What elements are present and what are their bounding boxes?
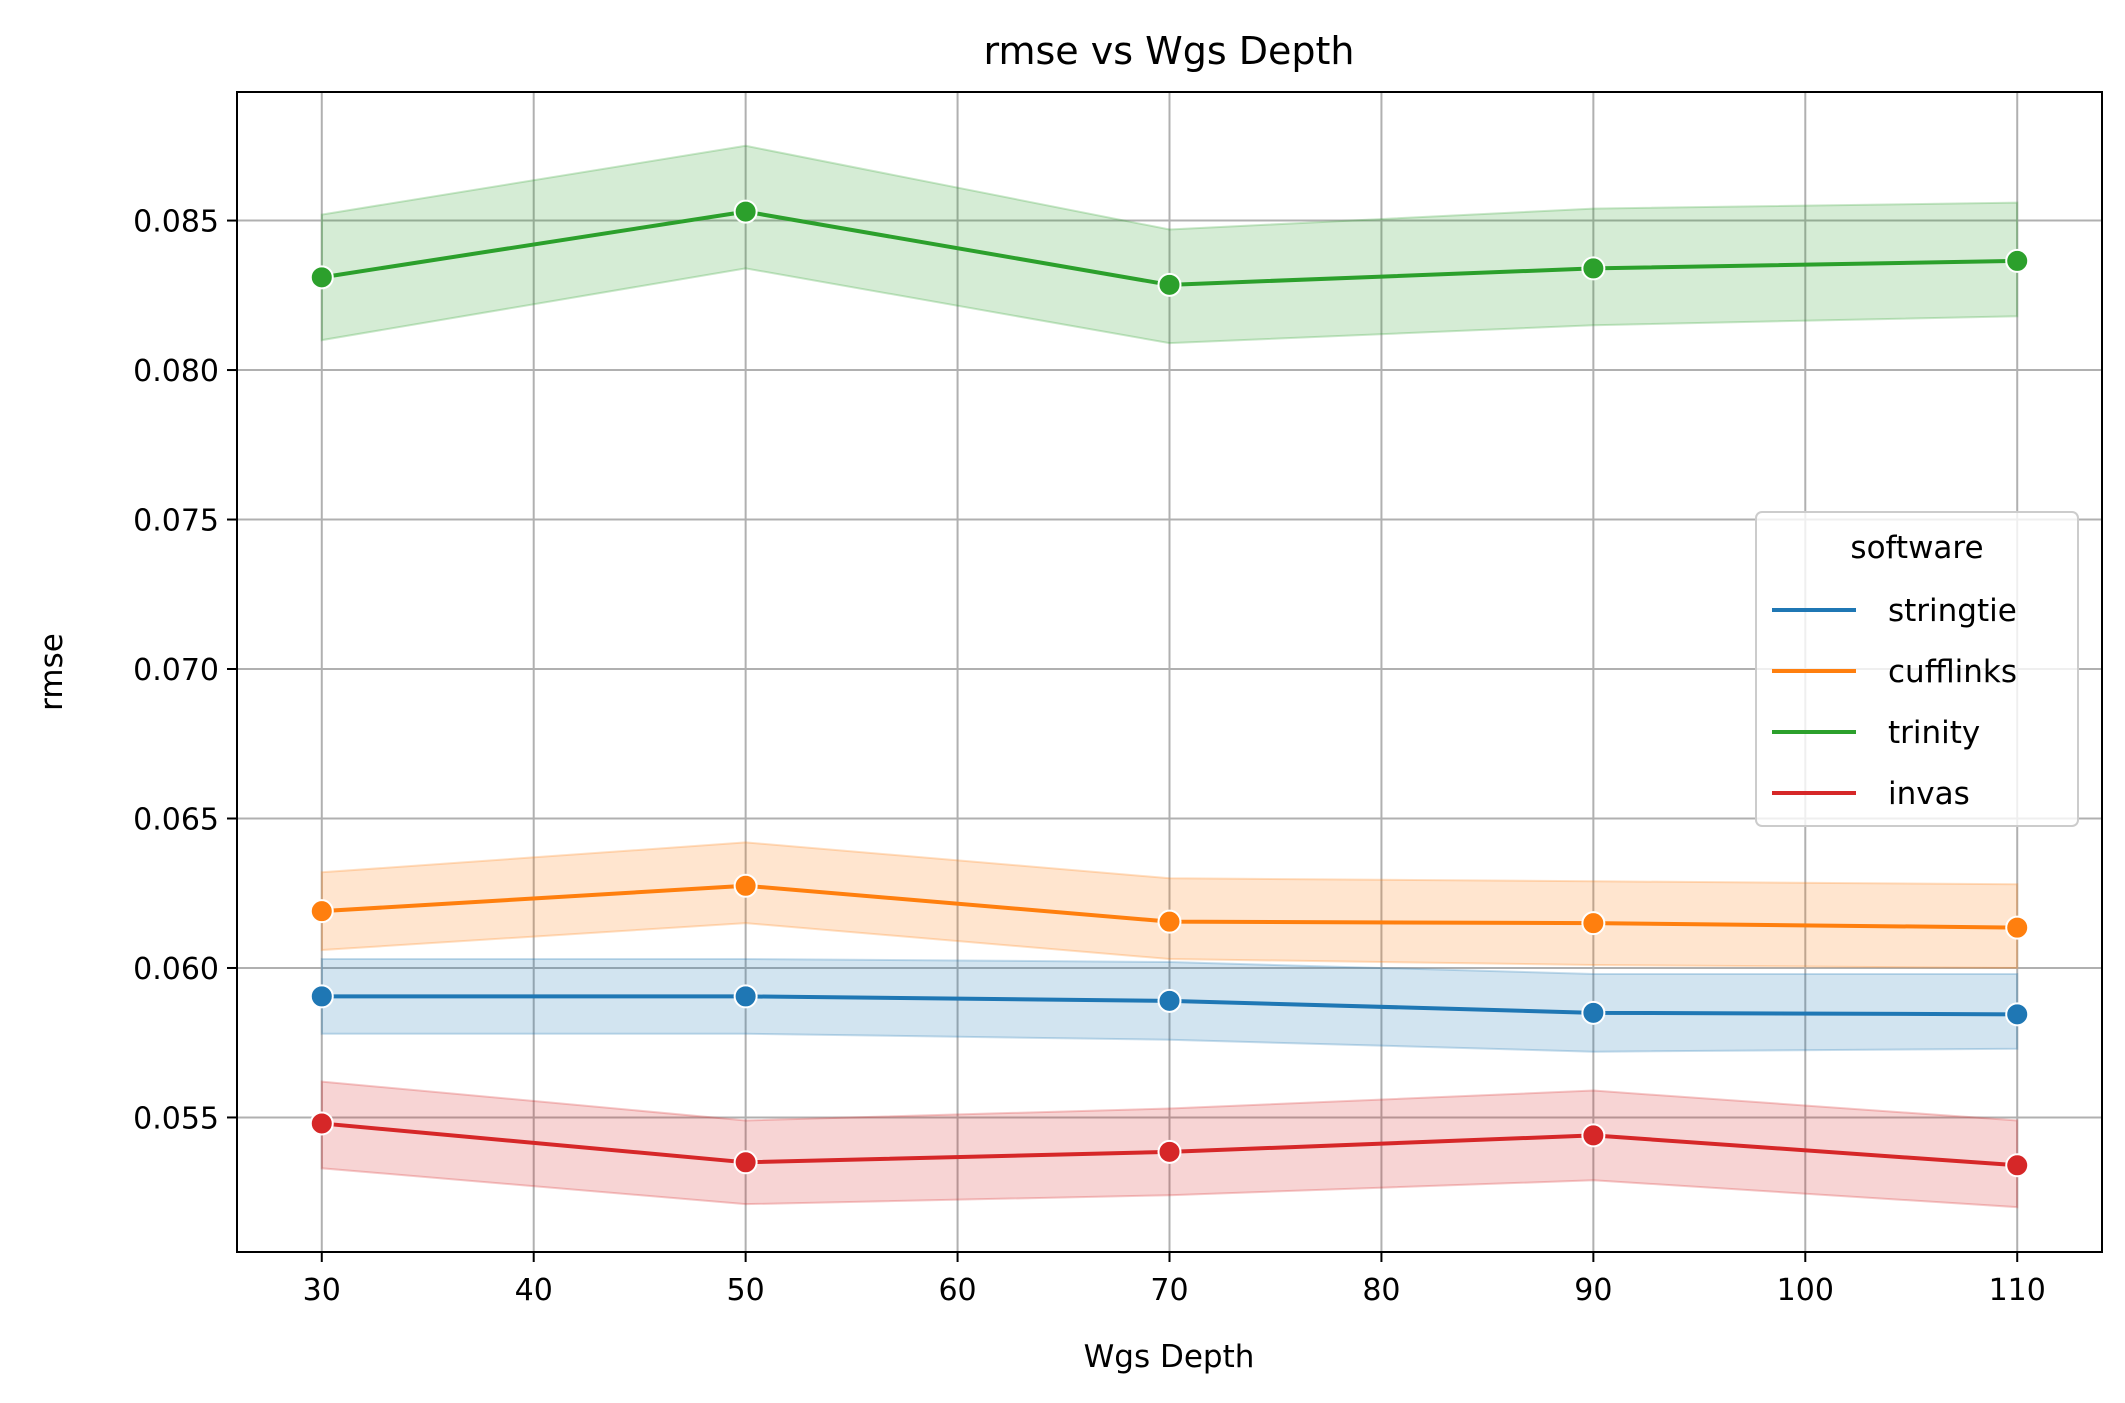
x-tick-label: 80 bbox=[1362, 1273, 1400, 1308]
chart-title: rmse vs Wgs Depth bbox=[984, 29, 1355, 73]
legend: software stringtie cufflinks trinity invas bbox=[1755, 511, 2079, 827]
y-tick-label: 0.085 bbox=[133, 205, 219, 240]
x-tick-label: 90 bbox=[1574, 1273, 1612, 1308]
y-tick-label: 0.080 bbox=[133, 354, 219, 389]
data-point-trinity bbox=[2005, 248, 2030, 273]
confidence-band-trinity bbox=[320, 144, 2019, 345]
legend-items: stringtie cufflinks trinity invas bbox=[1772, 593, 2017, 812]
x-axis-ticks: 30 40 50 60 70 80 90 100 110 bbox=[303, 1252, 2046, 1308]
y-tick-label: 0.070 bbox=[133, 653, 219, 688]
y-axis-label: rmse bbox=[34, 633, 70, 711]
data-point-stringtie bbox=[1581, 1000, 1606, 1025]
y-tick-label: 0.055 bbox=[133, 1101, 219, 1136]
legend-label-cufflinks: cufflinks bbox=[1888, 654, 2017, 690]
series-markers bbox=[309, 199, 2030, 1178]
data-point-cufflinks bbox=[309, 899, 334, 924]
data-point-invas bbox=[733, 1150, 758, 1175]
data-point-cufflinks bbox=[2005, 915, 2030, 940]
data-point-cufflinks bbox=[1581, 911, 1606, 936]
legend-label-stringtie: stringtie bbox=[1888, 593, 2017, 629]
x-axis-label: Wgs Depth bbox=[1084, 1339, 1255, 1375]
data-point-invas bbox=[1581, 1123, 1606, 1148]
data-point-cufflinks bbox=[1157, 909, 1182, 934]
data-point-trinity bbox=[1581, 256, 1606, 281]
legend-box bbox=[1755, 511, 2079, 827]
y-tick-label: 0.075 bbox=[133, 504, 219, 539]
y-axis-ticks: 0.055 0.060 0.065 0.070 0.075 0.080 0.085 bbox=[133, 205, 237, 1136]
data-point-trinity bbox=[309, 265, 334, 290]
legend-title: software bbox=[1850, 530, 1983, 566]
x-tick-label: 70 bbox=[1150, 1273, 1188, 1308]
data-point-stringtie bbox=[2005, 1002, 2030, 1027]
x-tick-label: 110 bbox=[1989, 1273, 2046, 1308]
data-point-invas bbox=[2005, 1153, 2030, 1178]
x-tick-label: 100 bbox=[1777, 1273, 1834, 1308]
data-point-trinity bbox=[1157, 272, 1182, 297]
x-tick-label: 50 bbox=[727, 1273, 765, 1308]
data-point-stringtie bbox=[733, 984, 758, 1009]
x-tick-label: 60 bbox=[938, 1273, 976, 1308]
y-tick-label: 0.060 bbox=[133, 952, 219, 987]
x-tick-label: 30 bbox=[303, 1273, 341, 1308]
data-point-cufflinks bbox=[733, 873, 758, 898]
data-point-trinity bbox=[733, 199, 758, 224]
x-tick-label: 40 bbox=[515, 1273, 553, 1308]
data-point-stringtie bbox=[1157, 988, 1182, 1013]
legend-label-trinity: trinity bbox=[1888, 715, 1980, 751]
legend-label-invas: invas bbox=[1888, 776, 1970, 812]
data-point-stringtie bbox=[309, 984, 334, 1009]
y-tick-label: 0.065 bbox=[133, 802, 219, 837]
data-point-invas bbox=[1157, 1139, 1182, 1164]
data-point-invas bbox=[309, 1111, 334, 1136]
